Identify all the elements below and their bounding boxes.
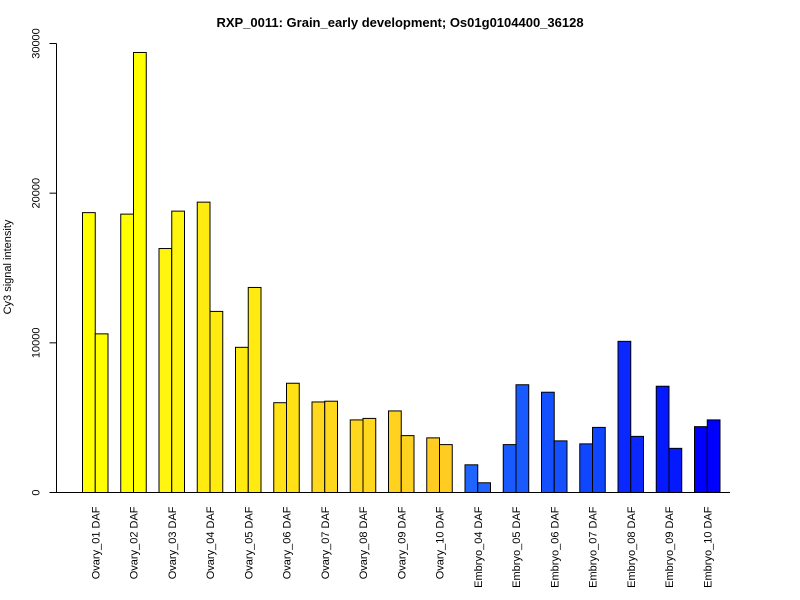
bar xyxy=(668,447,683,493)
bar xyxy=(630,435,644,493)
x-tick-label: Ovary_02 DAF xyxy=(129,506,141,579)
bar xyxy=(400,435,415,494)
bar xyxy=(502,444,517,493)
x-tick-label: Embryo_08 DAF xyxy=(626,506,638,588)
bar xyxy=(158,248,173,493)
x-tick-label: Ovary_07 DAF xyxy=(320,506,332,579)
bar xyxy=(439,444,453,493)
bar xyxy=(426,437,440,494)
x-tick-label: Ovary_06 DAF xyxy=(282,506,294,579)
x-tick-label: Ovary_09 DAF xyxy=(396,506,408,579)
bars xyxy=(82,51,721,494)
bar xyxy=(171,210,185,493)
x-tick-label: Ovary_03 DAF xyxy=(167,506,179,579)
bar xyxy=(349,419,364,493)
x-tick-label: Ovary_10 DAF xyxy=(435,506,447,579)
bar xyxy=(706,419,721,493)
bar xyxy=(553,440,568,493)
y-axis-label: Cy3 signal intensity xyxy=(2,219,14,314)
bar xyxy=(120,213,134,493)
x-tick-label: Embryo_10 DAF xyxy=(702,506,714,588)
x-tick-label: Embryo_04 DAF xyxy=(473,506,485,588)
bar xyxy=(247,286,262,493)
bar xyxy=(592,426,606,493)
bar xyxy=(286,382,300,494)
y-tick-label: 0 xyxy=(31,489,43,495)
bar xyxy=(579,443,593,494)
x-tick-label: Embryo_05 DAF xyxy=(511,506,523,588)
bar xyxy=(515,384,530,493)
bar xyxy=(477,482,491,494)
x-tick-label: Ovary_04 DAF xyxy=(205,506,217,579)
bar xyxy=(617,340,632,493)
bar xyxy=(82,212,96,494)
bar xyxy=(209,310,224,493)
y-axis: 0 10000 20000 30000 xyxy=(31,28,57,496)
bar xyxy=(388,410,402,494)
x-tick-label: Embryo_06 DAF xyxy=(549,506,561,588)
x-tick-label: Ovary_05 DAF xyxy=(243,506,255,579)
bar xyxy=(94,333,109,493)
y-tick-label: 20000 xyxy=(31,178,43,209)
bar xyxy=(133,51,147,493)
y-tick-label: 30000 xyxy=(31,28,43,59)
x-tick-label: Ovary_01 DAF xyxy=(90,506,102,579)
bar xyxy=(235,346,249,493)
bar xyxy=(324,400,338,494)
bar xyxy=(273,402,287,494)
bar xyxy=(464,464,479,494)
chart-title: RXP_0011: Grain_early development; Os01g… xyxy=(216,15,583,30)
bar xyxy=(655,385,670,493)
x-axis-tick-labels: Ovary_01 DAF Ovary_02 DAF Ovary_03 DAF Ovar… xyxy=(90,506,714,588)
x-tick-label: Embryo_07 DAF xyxy=(588,506,600,588)
bar xyxy=(694,426,708,493)
bar xyxy=(311,401,326,493)
x-tick-label: Ovary_08 DAF xyxy=(358,506,370,579)
bar xyxy=(541,391,555,493)
y-tick-label: 10000 xyxy=(31,328,43,359)
bar xyxy=(196,201,211,493)
bar xyxy=(362,417,377,494)
x-tick-label: Embryo_09 DAF xyxy=(664,506,676,588)
